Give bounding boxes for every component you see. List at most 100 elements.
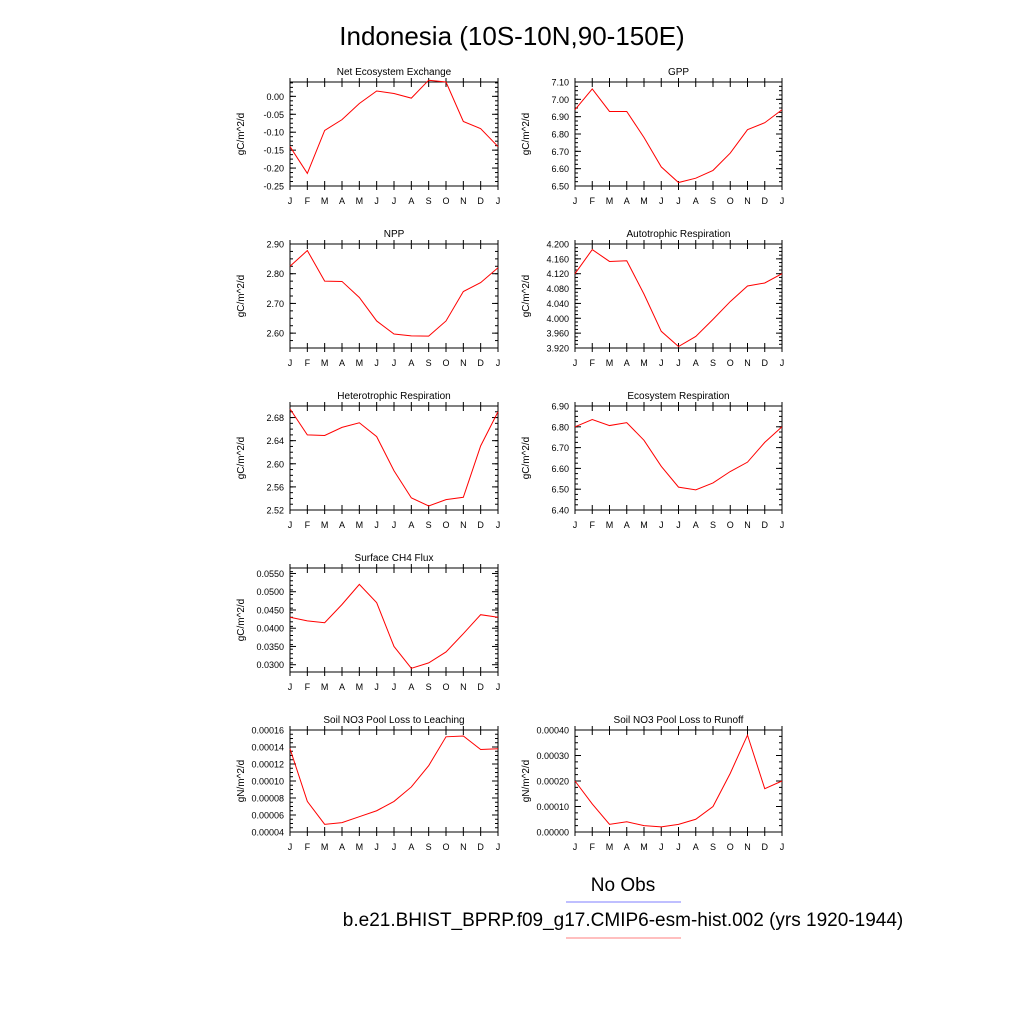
x-tick-label: D (762, 358, 769, 368)
y-tick-label: 6.60 (551, 164, 569, 174)
plot-frame (289, 81, 499, 187)
y-tick-label: 4.000 (546, 314, 569, 324)
series-line (574, 418, 783, 491)
x-tick-label: F (305, 842, 311, 852)
x-tick-label: M (356, 358, 364, 368)
x-tick-label: F (305, 358, 311, 368)
x-tick-label: A (693, 520, 699, 530)
y-tick-label: 6.50 (551, 182, 569, 192)
x-tick-label: D (477, 196, 484, 206)
y-tick-label: 4.120 (546, 269, 569, 279)
y-tick-label: 6.60 (551, 464, 569, 474)
x-tick-label: O (442, 358, 449, 368)
x-tick-label: J (288, 520, 293, 530)
y-tick-label: 2.52 (266, 506, 284, 516)
x-tick-label: M (640, 520, 648, 530)
series-line (574, 733, 783, 828)
y-axis-label: gC/m^2/d (236, 113, 247, 156)
x-tick-label: M (321, 358, 329, 368)
x-tick-label: M (356, 682, 364, 692)
y-tick-label: 2.60 (266, 459, 284, 469)
y-tick-label: 0.00030 (536, 751, 569, 761)
legend-label-model: b.e21.BHIST_BPRP.f09_g17.CMIP6-esm-hist.… (343, 910, 903, 931)
plot-frame (289, 567, 499, 673)
x-tick-label: J (392, 196, 397, 206)
x-tick-label: N (460, 682, 467, 692)
x-tick-label: M (606, 842, 614, 852)
x-tick-label: M (640, 842, 648, 852)
x-tick-label: O (727, 196, 734, 206)
y-tick-label: 0.00020 (536, 777, 569, 787)
x-tick-label: J (496, 682, 501, 692)
panel-title: Heterotrophic Respiration (337, 391, 450, 402)
y-tick-label: 7.10 (551, 78, 569, 88)
x-tick-label: F (590, 520, 596, 530)
x-tick-label: N (460, 196, 467, 206)
y-tick-label: 0.0300 (256, 660, 284, 670)
x-tick-label: N (460, 358, 467, 368)
y-tick-label: -0.20 (263, 164, 284, 174)
x-tick-label: J (676, 196, 681, 206)
x-tick-label: M (640, 358, 648, 368)
x-tick-label: D (762, 520, 769, 530)
x-tick-label: A (408, 682, 414, 692)
x-tick-label: M (321, 842, 329, 852)
y-tick-label: 6.80 (551, 130, 569, 140)
x-tick-label: J (496, 842, 501, 852)
x-tick-label: F (305, 520, 311, 530)
y-tick-label: 0.00008 (251, 794, 284, 804)
x-tick-label: J (374, 682, 379, 692)
x-tick-label: A (624, 842, 630, 852)
x-tick-label: J (573, 358, 578, 368)
y-tick-label: 0.00000 (536, 828, 569, 838)
x-tick-label: S (710, 358, 716, 368)
panel-title: Soil NO3 Pool Loss to Runoff (614, 715, 744, 726)
plot-frame (289, 243, 499, 349)
x-tick-label: O (442, 842, 449, 852)
panel-title: Ecosystem Respiration (627, 391, 729, 402)
x-tick-label: A (339, 358, 345, 368)
y-tick-label: 4.160 (546, 254, 569, 264)
x-tick-label: J (496, 520, 501, 530)
x-tick-label: A (408, 520, 414, 530)
y-tick-label: 0.00016 (251, 726, 284, 736)
x-tick-label: M (640, 196, 648, 206)
series-line (289, 583, 499, 669)
y-axis-label: gC/m^2/d (521, 437, 532, 480)
x-tick-label: J (659, 358, 664, 368)
x-tick-label: M (356, 520, 364, 530)
legend: No Obs b.e21.BHIST_BPRP.f09_g17.CMIP6-es… (343, 875, 903, 939)
y-tick-label: 3.960 (546, 329, 569, 339)
plot-frame (574, 81, 783, 187)
x-tick-label: J (288, 842, 293, 852)
y-tick-label: 0.0400 (256, 624, 284, 634)
y-tick-label: 6.80 (551, 422, 569, 432)
y-tick-label: -0.05 (263, 110, 284, 120)
y-tick-label: 0.0450 (256, 605, 284, 615)
x-tick-label: N (744, 358, 751, 368)
y-tick-label: 0.00010 (536, 802, 569, 812)
x-tick-label: A (693, 196, 699, 206)
x-tick-label: A (408, 196, 414, 206)
y-tick-label: 6.50 (551, 485, 569, 495)
y-axis-label: gC/m^2/d (236, 599, 247, 642)
x-tick-label: O (442, 520, 449, 530)
y-tick-label: 4.200 (546, 240, 569, 250)
x-tick-label: A (339, 520, 345, 530)
x-tick-label: S (426, 358, 432, 368)
x-tick-label: J (676, 520, 681, 530)
y-tick-label: 6.40 (551, 506, 569, 516)
x-tick-label: N (460, 842, 467, 852)
x-tick-label: J (288, 682, 293, 692)
x-tick-label: A (624, 196, 630, 206)
y-tick-label: 0.00010 (251, 777, 284, 787)
x-tick-label: J (780, 842, 785, 852)
y-axis-label: gN/m^2/d (236, 760, 247, 803)
x-tick-label: J (374, 196, 379, 206)
y-tick-label: 6.70 (551, 443, 569, 453)
